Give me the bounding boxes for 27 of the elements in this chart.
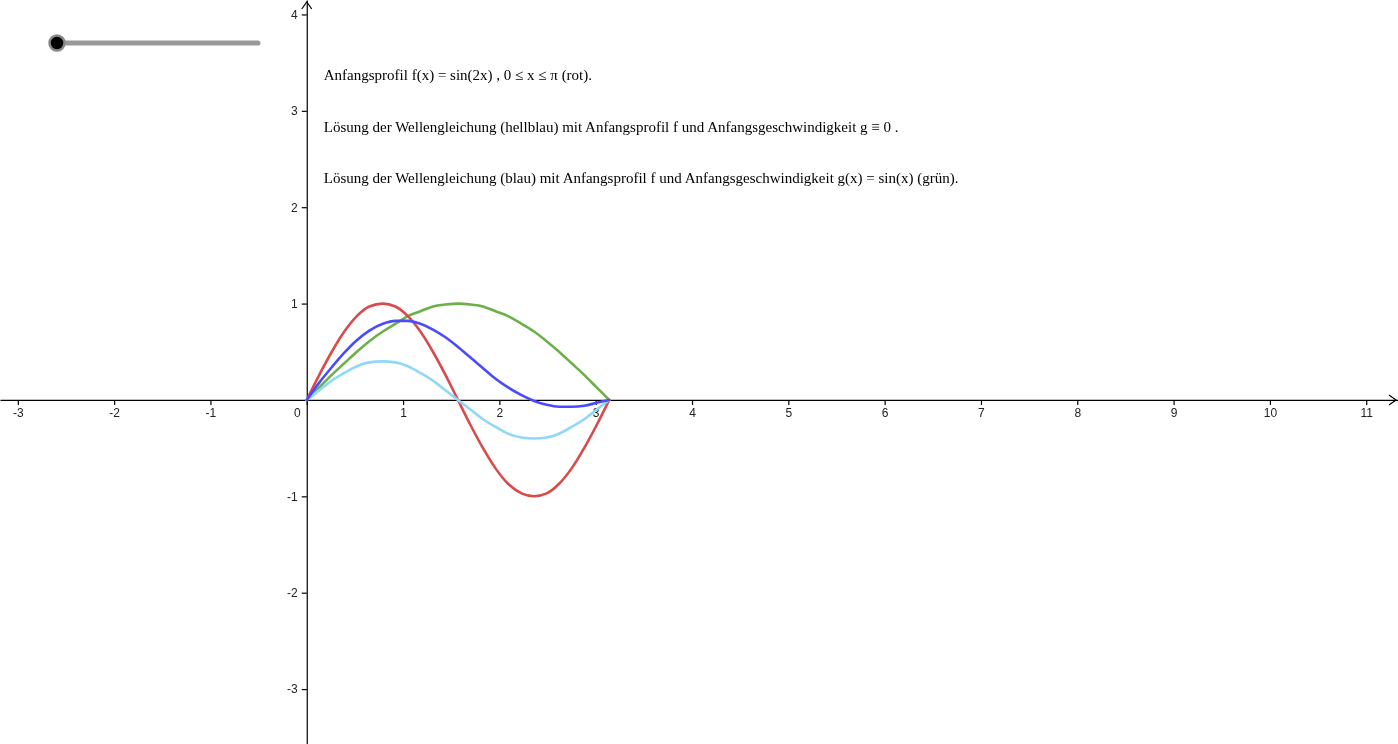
line-series [305,302,611,498]
line-series [305,360,611,440]
annotation: Lösung der Wellengleichung (hellblau) mit Anfangsprofil f und Anfangsgeschwindigkeit g ≡ 0 . [323,118,899,136]
y-tick-label: -1 [287,489,299,504]
x-tick-label: 5 [785,406,793,421]
y-tick-label: 4 [291,7,299,22]
x-tick-label: 2 [496,406,504,421]
annotation: Anfangsprofil f(x) = sin(2x) , 0 ≤ x ≤ π (rot). [323,67,593,84]
x-tick-label: 10 [1263,406,1278,421]
y-tick-label: -2 [287,586,299,601]
line-series [305,319,611,408]
x-tick-label: 8 [1074,406,1082,421]
x-tick-label: -2 [109,406,121,421]
x-tick-label: 9 [1170,406,1178,421]
x-tick-label: -1 [205,406,217,421]
y-tick-label: 2 [291,200,299,215]
x-tick-label: 6 [881,406,889,421]
x-tick-label: 4 [689,406,697,421]
y-tick-label: 3 [291,104,299,119]
x-tick-label: 0 [293,406,301,421]
annotation: Lösung der Wellengleichung (blau) mit Anfangsprofil f und Anfangsgeschwindigkeit g(x) = sin(x) (grün). [323,170,959,187]
x-tick-label: -3 [12,406,24,421]
y-tick-label: 1 [291,296,299,311]
x-tick-label: 7 [978,406,986,421]
x-tick-label: 1 [400,406,408,421]
x-tick-label: 11 [1360,406,1374,421]
y-tick-label: -3 [287,682,299,697]
